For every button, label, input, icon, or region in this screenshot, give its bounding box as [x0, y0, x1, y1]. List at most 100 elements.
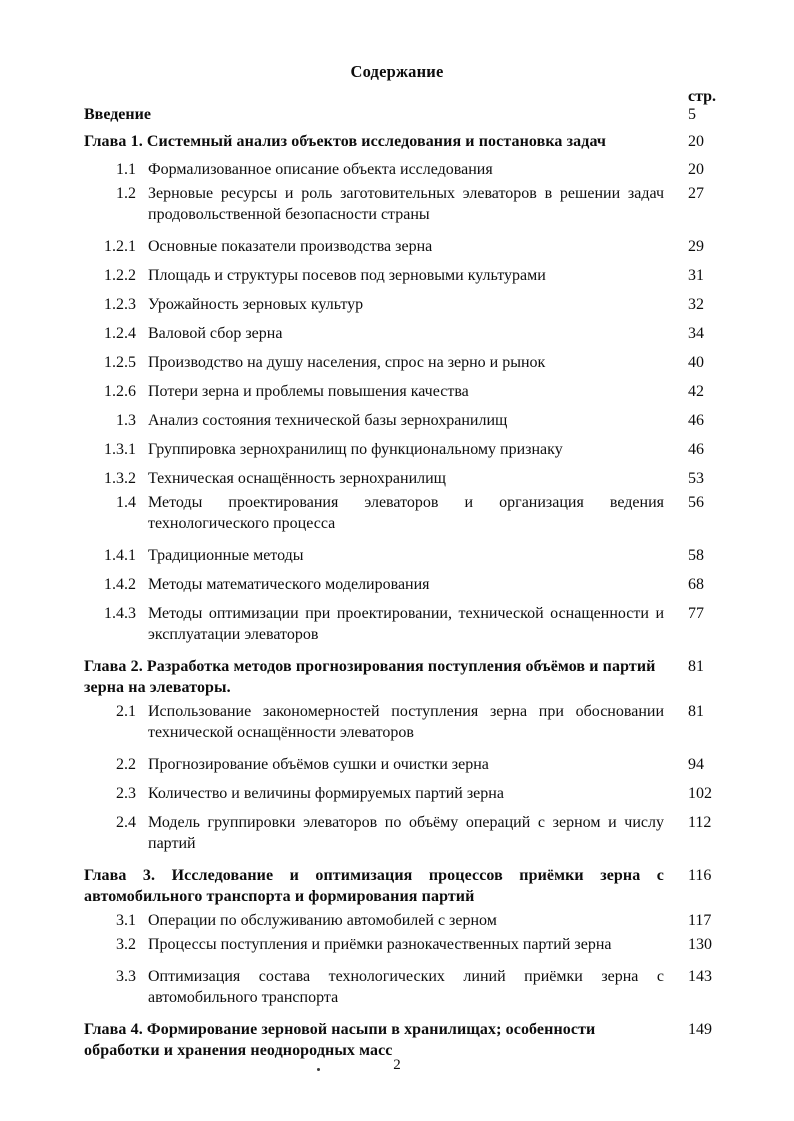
toc-entry-number: 1.1	[116, 161, 136, 178]
toc-entry-page-number: 116	[688, 867, 712, 884]
toc-entry-label: Глава 1. Системный анализ объектов иссле…	[84, 133, 607, 150]
toc-entry-number: 1.2.3	[104, 296, 136, 313]
toc-chapter-row[interactable]: Глава 1. Системный анализ объектов иссле…	[84, 131, 710, 152]
toc-entry-label: Введение	[84, 106, 151, 123]
toc-section-row[interactable]: 2.3 Количество и величины формируемых пар…	[84, 783, 712, 804]
toc-section-row[interactable]: 1.2.2 Площадь и структуры посевов под зер…	[84, 265, 710, 286]
toc-chapter-row[interactable]: Глава 2. Разработка методов прогнозирова…	[84, 656, 710, 698]
toc-entry-label: Процессы поступления и приёмки разнокаче…	[148, 936, 612, 953]
toc-entry-page-number: 5	[688, 106, 696, 123]
toc-entry-label: Техническая оснащённость зернохранилищ	[148, 470, 446, 487]
toc-entry-label: Количество и величины формируемых партий…	[148, 785, 504, 802]
toc-entry-page-number: 27	[688, 185, 704, 202]
page-title: Содержание	[350, 62, 444, 81]
toc-entry-number: 1.4.2	[104, 576, 136, 593]
toc-entry-number: 1.4.1	[104, 547, 136, 564]
toc-section-row[interactable]: 1.4.1 Традиционные методы 58	[84, 545, 710, 566]
toc-entry-label: Валовой сбор зерна	[148, 325, 283, 342]
toc-section-row[interactable]: 1.3.1 Группировка зернохранилищ по функци…	[84, 439, 710, 460]
toc-entry-number: 3.2	[116, 936, 136, 953]
toc-entry-label: Анализ состояния технической базы зернох…	[148, 412, 508, 429]
stray-ink-dot	[317, 1068, 320, 1071]
toc-entry-page-number: 117	[688, 912, 712, 929]
toc-entry-page-number: 46	[688, 412, 704, 429]
toc-entry-page-number: 77	[688, 605, 704, 622]
toc-entry-introduction[interactable]: Введение 5	[84, 104, 710, 125]
toc-entry-number: 1.2	[116, 185, 136, 202]
toc-entry-number: 1.2.4	[104, 325, 136, 342]
toc-entry-page-number: 20	[688, 133, 704, 150]
toc-entry-label: Потери зерна и проблемы повышения качест…	[148, 383, 469, 400]
toc-entry-page-number: 130	[688, 936, 712, 953]
toc-section-row[interactable]: 2.4 Модель группировки элеваторов по объё…	[84, 812, 711, 854]
toc-entry-number: 1.2.1	[104, 238, 136, 255]
toc-section-row[interactable]: 1.4.3 Методы оптимизации при проектирован…	[84, 603, 710, 645]
toc-entry-page-number: 58	[688, 547, 704, 564]
toc-entry-page-number: 20	[688, 161, 704, 178]
toc-entry-page-number: 42	[688, 383, 704, 400]
toc-section-row[interactable]: 1.3 Анализ состояния технической базы зер…	[84, 410, 710, 431]
toc-entry-number: 1.2.5	[104, 354, 136, 371]
toc-entry-label: Традиционные методы	[148, 547, 304, 564]
toc-entry-page-number: 143	[688, 968, 712, 985]
toc-entry-number: 1.4.3	[104, 605, 136, 622]
toc-entry-label: Глава 2. Разработка методов прогнозирова…	[84, 658, 656, 696]
toc-section-row[interactable]: 3.3 Оптимизация состава технологических л…	[84, 966, 712, 1008]
toc-entry-number: 3.1	[116, 912, 136, 929]
toc-entry-page-number: 81	[688, 658, 704, 675]
toc-entry-number: 2.1	[116, 703, 136, 720]
toc-entry-label: Методы оптимизации при проектировании, т…	[148, 605, 664, 643]
toc-entry-label: Глава 4. Формирование зерновой насыпи в …	[84, 1021, 596, 1059]
toc-entry-number: 2.2	[116, 756, 136, 773]
toc-chapter-row[interactable]: Глава 3. Исследование и оптимизация проц…	[84, 865, 711, 907]
toc-section-row[interactable]: 2.2 Прогнозирование объёмов сушки и очист…	[84, 754, 710, 775]
toc-entry-number: 3.3	[116, 968, 136, 985]
toc-section-row[interactable]: 1.1 Формализованное описание объекта иссл…	[84, 159, 710, 180]
toc-section-row[interactable]: 1.3.2 Техническая оснащённость зернохрани…	[84, 468, 710, 489]
toc-section-row[interactable]: 1.4 Методы проектирования элеваторов и ор…	[84, 492, 710, 534]
toc-entry-page-number: 40	[688, 354, 704, 371]
toc-entry-number: 1.3.2	[104, 470, 136, 487]
page-number-column-header: стр.	[688, 88, 717, 105]
toc-entry-list: Глава 1. Системный анализ объектов иссле…	[84, 131, 712, 1061]
toc-section-row[interactable]: 2.1 Использование закономерностей поступл…	[84, 701, 710, 743]
toc-entry-page-number: 149	[688, 1021, 712, 1038]
toc-entry-number: 2.4	[116, 814, 136, 831]
toc-section-row[interactable]: 1.2.5 Производство на душу населения, спр…	[84, 352, 710, 373]
toc-section-row[interactable]: 1.2.3 Урожайность зерновых культур 32	[84, 294, 710, 315]
table-of-contents: Введение 5 Глава 1. Системный анализ объ…	[84, 104, 712, 1068]
toc-entry-number: 1.2.6	[104, 383, 136, 400]
toc-entry-label: Площадь и структуры посевов под зерновым…	[148, 267, 546, 284]
toc-section-row[interactable]: 1.2 Зерновые ресурсы и роль заготовительн…	[84, 183, 710, 225]
toc-entry-label: Урожайность зерновых культур	[148, 296, 364, 313]
toc-entry-page-number: 46	[688, 441, 704, 458]
footer-page-number: 2	[393, 1057, 401, 1073]
toc-entry-page-number: 53	[688, 470, 704, 487]
toc-entry-page-number: 68	[688, 576, 704, 593]
toc-entry-label: Методы проектирования элеваторов и орган…	[148, 494, 664, 532]
toc-entry-number: 1.2.2	[104, 267, 136, 284]
toc-entry-number: 1.3	[116, 412, 136, 429]
toc-section-row[interactable]: 1.2.4 Валовой сбор зерна 34	[84, 323, 710, 344]
toc-entry-number: 1.4	[116, 494, 136, 511]
toc-entry-page-number: 94	[688, 756, 704, 773]
toc-section-row[interactable]: 1.4.2 Методы математического моделировани…	[84, 574, 710, 595]
toc-section-row[interactable]: 1.2.6 Потери зерна и проблемы повышения к…	[84, 381, 710, 402]
toc-entry-label: Операции по обслуживанию автомобилей с з…	[148, 912, 497, 929]
toc-entry-number: 2.3	[116, 785, 136, 802]
toc-entry-page-number: 31	[688, 267, 704, 284]
toc-entry-page-number: 81	[688, 703, 704, 720]
toc-entry-label: Основные показатели производства зерна	[148, 238, 433, 255]
toc-entry-page-number: 29	[688, 238, 704, 255]
toc-section-row[interactable]: 3.1 Операции по обслуживанию автомобилей …	[84, 910, 711, 931]
toc-entry-page-number: 112	[688, 814, 712, 831]
toc-entry-label: Зерновые ресурсы и роль заготовительных …	[148, 185, 664, 223]
toc-entry-label: Методы математического моделирования	[148, 576, 430, 593]
toc-section-row[interactable]: 1.2.1 Основные показатели производства зе…	[84, 236, 710, 257]
toc-entry-number: 1.3.1	[104, 441, 136, 458]
toc-chapter-row[interactable]: Глава 4. Формирование зерновой насыпи в …	[84, 1019, 712, 1061]
toc-entry-label: Глава 3. Исследование и оптимизация проц…	[84, 867, 664, 905]
toc-entry-page-number: 102	[688, 785, 712, 802]
toc-section-row[interactable]: 3.2 Процессы поступления и приёмки разнок…	[84, 934, 712, 955]
toc-entry-label: Оптимизация состава технологических лини…	[148, 968, 664, 1006]
